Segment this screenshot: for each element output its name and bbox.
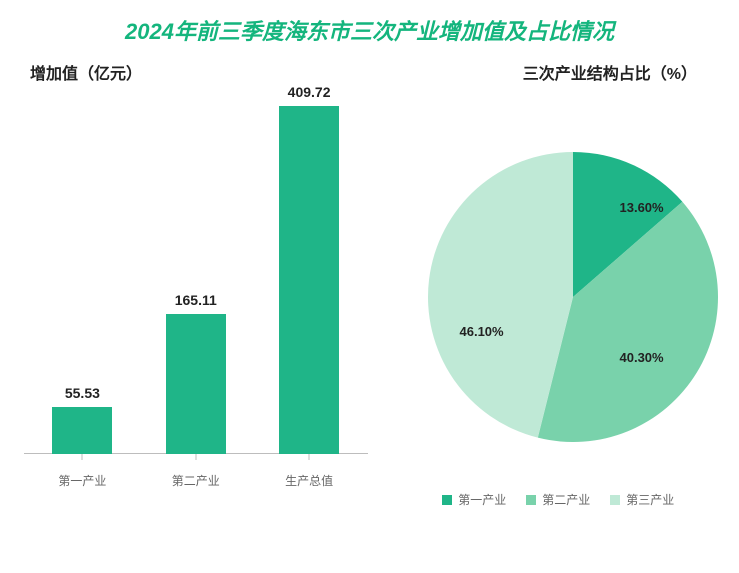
bar-value-label-1: 165.11 <box>166 292 226 308</box>
bar-tick-2 <box>309 454 310 460</box>
bar-chart-panel: 增加值（亿元） 55.53 第一产业 165.11 第二产业 409.72 生产总值 <box>0 52 378 522</box>
legend-item-1: 第二产业 <box>526 491 590 508</box>
legend-swatch-2 <box>610 495 620 505</box>
bar-value-label-2: 409.72 <box>279 84 339 100</box>
pie-chart-title: 三次产业结构占比（%） <box>378 52 722 88</box>
pie-slice-label-2: 46.10% <box>460 324 504 339</box>
legend-swatch-0 <box>442 495 452 505</box>
bar-2: 409.72 <box>279 106 339 454</box>
bar-0: 55.53 <box>52 407 112 454</box>
pie-legend: 第一产业 第二产业 第三产业 <box>378 491 739 508</box>
chart-main-title: 2024年前三季度海东市三次产业增加值及占比情况 <box>0 0 739 52</box>
bar-value-label-0: 55.53 <box>52 385 112 401</box>
bar-category-label-0: 第一产业 <box>40 471 124 489</box>
pie-slice-label-1: 40.30% <box>620 350 664 365</box>
bar-plot-area: 55.53 第一产业 165.11 第二产业 409.72 生产总值 <box>24 88 368 488</box>
pie-chart-panel: 三次产业结构占比（%） 13.60%40.30%46.10% 第一产业第二产业第… <box>378 52 739 522</box>
bar-category-label-2: 生产总值 <box>267 471 351 489</box>
legend-item-0: 第一产业 <box>442 491 506 508</box>
legend-label-2: 第三产业 <box>626 491 674 508</box>
legend-swatch-1 <box>526 495 536 505</box>
bar-tick-0 <box>82 454 83 460</box>
bar-tick-1 <box>195 454 196 460</box>
bar-chart-title: 增加值（亿元） <box>24 52 368 88</box>
charts-container: 增加值（亿元） 55.53 第一产业 165.11 第二产业 409.72 生产总值 三次… <box>0 52 739 522</box>
bar-category-label-1: 第二产业 <box>154 471 238 489</box>
legend-label-0: 第一产业 <box>458 491 506 508</box>
bar-1: 165.11 <box>166 314 226 454</box>
legend-label-1: 第二产业 <box>542 491 590 508</box>
legend-item-2: 第三产业 <box>610 491 674 508</box>
pie-slice-label-0: 13.60% <box>620 200 664 215</box>
pie-svg <box>428 152 718 442</box>
pie-plot-area: 13.60% 40.30% 46.10% <box>428 152 718 442</box>
